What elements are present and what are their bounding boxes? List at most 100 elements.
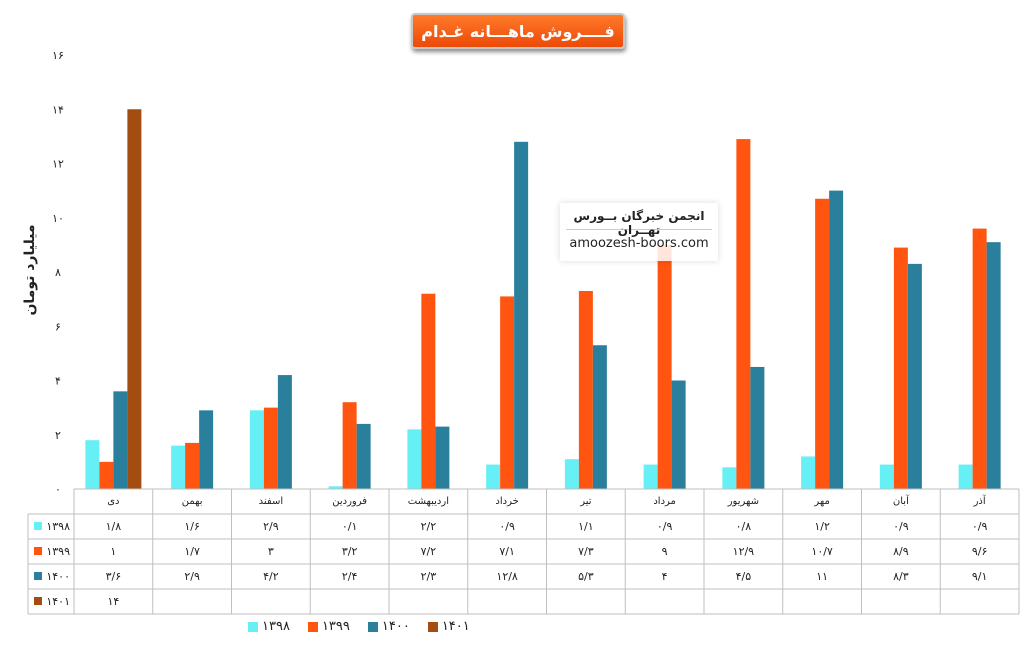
watermark-title: انجمن خبرگان بــورس تهــران [573, 209, 705, 237]
legend-swatch [248, 621, 258, 632]
data-label: ۰/۹ [499, 520, 515, 533]
bar-۱۳۹۸-تیر [564, 459, 579, 489]
bar-۱۳۹۹-مهر [815, 198, 830, 489]
bar-۱۳۹۸-بهمن [171, 445, 186, 489]
bar-۱۴۰۰-خرداد [514, 141, 529, 490]
legend-item: ۱۳۹۸ [248, 619, 290, 634]
bar-۱۴۰۰-مرداد [671, 380, 686, 489]
data-label: ۱۴ [107, 595, 119, 608]
x-tick-label: آذر [973, 494, 987, 507]
data-label: ۸/۹ [893, 545, 909, 558]
y-tick-label: ۸ [55, 266, 61, 279]
legend-swatch [427, 621, 438, 632]
bar-۱۳۹۹-اردیبهشت [421, 293, 436, 489]
y-tick-label: ۱۶ [52, 49, 64, 62]
x-tick-label: شهریور [727, 496, 759, 507]
data-label: ۴ [662, 570, 668, 583]
legend-item: ۱۴۰۱ [427, 619, 470, 634]
y-tick-label: ۴ [55, 375, 61, 388]
legend-swatch [307, 621, 318, 632]
data-label: ۰/۹ [657, 520, 673, 533]
y-axis-label: میلیارد تومان [22, 224, 38, 315]
bar-۱۳۹۹-شهریور [736, 139, 751, 489]
legend-label: ۱۴۰۰ [381, 619, 410, 634]
data-label: ۰/۹ [972, 520, 988, 533]
legend-item: ۱۳۹۹ [307, 619, 350, 634]
bar-۱۳۹۹-اسفند [263, 407, 278, 489]
bar-۱۳۹۸-آذر [958, 464, 973, 489]
table-legend-key [34, 547, 42, 555]
bar-۱۴۰۰-آبان [907, 263, 922, 489]
legend-label: ۱۴۰۱ [441, 619, 470, 634]
table-series-name: ۱۴۰۱ [46, 595, 70, 608]
y-tick-label: ۶ [55, 320, 61, 333]
data-label: ۰/۸ [736, 520, 752, 533]
data-label: ۰/۱ [342, 520, 358, 533]
data-label: ۴/۲ [263, 570, 279, 583]
x-tick-label: آبان [893, 494, 910, 507]
bar-۱۳۹۸-فروردین [328, 486, 343, 489]
legend-swatch [367, 621, 378, 632]
watermark: انجمن خبرگان بــورس تهــران amoozesh-boo… [560, 203, 718, 261]
y-tick-label: ۲ [55, 429, 61, 442]
data-label: ۱۲/۹ [733, 545, 755, 558]
bar-۱۳۹۹-آذر [972, 228, 987, 489]
data-label: ۷/۲ [421, 545, 437, 558]
data-label: ۳/۲ [342, 545, 358, 558]
data-label: ۱/۶ [184, 520, 200, 533]
data-label: ۱۲/۸ [496, 570, 518, 583]
table-series-name: ۱۳۹۹ [46, 545, 70, 558]
bar-۱۳۹۸-خرداد [486, 464, 501, 489]
x-tick-label: اسفند [259, 496, 283, 507]
legend-item: ۱۴۰۰ [367, 619, 410, 634]
data-label: ۲/۳ [421, 570, 437, 583]
data-label: ۷/۱ [499, 545, 515, 558]
data-label: ۱/۲ [814, 520, 830, 533]
bar-۱۳۹۸-شهریور [722, 467, 737, 489]
bar-۱۳۹۹-دی [99, 461, 114, 489]
bar-۱۳۹۸-اسفند [249, 410, 264, 489]
bar-۱۳۹۸-آبان [879, 464, 894, 489]
data-label: ۷/۳ [578, 545, 594, 558]
bar-۱۴۰۰-بهمن [199, 410, 214, 489]
bar-۱۴۰۰-تیر [592, 345, 607, 489]
y-tick-label: ۱۴ [52, 103, 64, 116]
x-tick-label: مرداد [653, 496, 676, 507]
legend: ۱۳۹۸ ۱۳۹۹ ۱۴۰۰ ۱۴۰۱ [248, 619, 470, 634]
bar-۱۴۰۰-آذر [986, 242, 1001, 489]
data-label: ۹ [662, 545, 668, 558]
x-tick-label: اردیبهشت [408, 496, 449, 507]
bar-۱۳۹۹-مرداد [657, 244, 672, 489]
x-tick-label: دی [107, 496, 119, 507]
bar-۱۴۰۰-اردیبهشت [435, 426, 450, 489]
table-series-name: ۱۳۹۸ [46, 520, 70, 533]
x-tick-label: فروردین [332, 496, 367, 507]
data-label: ۱/۱ [578, 520, 594, 533]
bar-۱۴۰۱-دی [127, 109, 142, 489]
data-label: ۳/۶ [106, 570, 122, 583]
data-label: ۲/۹ [263, 520, 279, 533]
data-label: ۱۱ [816, 570, 828, 583]
y-tick-label: ۱۲ [52, 158, 64, 171]
watermark-url: amoozesh-boors.com [566, 229, 712, 251]
bar-۱۴۰۰-مهر [829, 190, 844, 489]
bar-۱۳۹۹-تیر [578, 290, 593, 489]
bar-۱۳۹۹-آبان [893, 247, 908, 489]
legend-label: ۱۳۹۹ [321, 619, 350, 634]
bar-۱۳۹۸-دی [85, 440, 100, 489]
data-label: ۴/۵ [736, 570, 752, 583]
chart-title: فــــروش ماهـــانه غـدام [411, 13, 625, 49]
x-tick-label: بهمن [182, 496, 203, 507]
y-tick-label: ۰ [55, 483, 61, 496]
bar-۱۴۰۰-دی [113, 391, 128, 489]
bar-۱۴۰۰-فروردین [356, 423, 371, 489]
data-label: ۱۰/۷ [811, 545, 833, 558]
bar-۱۳۹۹-بهمن [185, 442, 200, 489]
table-series-name: ۱۴۰۰ [46, 570, 70, 583]
data-label: ۱/۸ [106, 520, 122, 533]
table-legend-key [34, 522, 42, 530]
bar-۱۴۰۰-شهریور [750, 366, 765, 489]
bar-۱۳۹۹-فروردین [342, 402, 357, 489]
x-tick-label: مهر [813, 496, 829, 507]
